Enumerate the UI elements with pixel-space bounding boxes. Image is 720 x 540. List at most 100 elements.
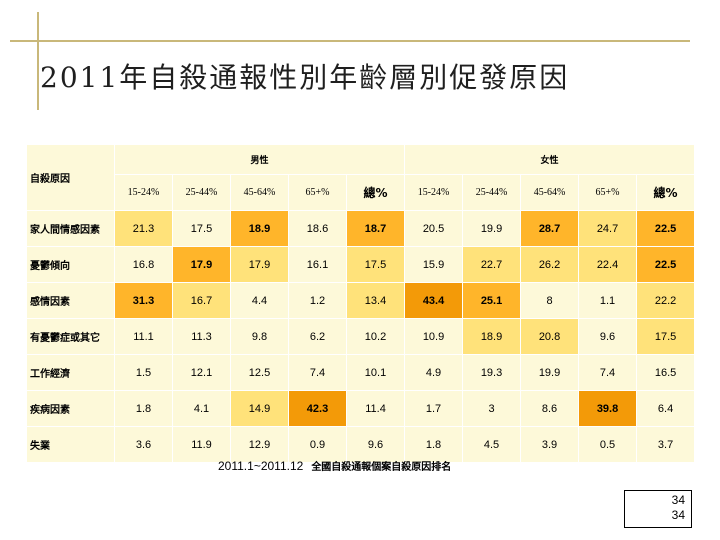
table-cell: 43.4: [404, 282, 464, 319]
footnote: 2011.1~2011.12 全國自殺通報個案自殺原因排名: [218, 458, 451, 473]
data-table: 自殺原因 男性 女性 15-24% 25-44% 45-64% 65+% 總% 15-24…: [26, 144, 696, 463]
table-row: 失業 3.6 11.9 12.9 0.9 9.6 1.8 4.5 3.9 0.5 3.7: [26, 426, 696, 463]
table-cell: 25.1: [462, 282, 522, 319]
table-cell: 17.9: [172, 246, 231, 283]
table-cell: 12.9: [230, 426, 289, 463]
table-cell: 4.9: [404, 354, 464, 391]
table-cell: 42.3: [288, 390, 347, 427]
table-cell: 7.4: [578, 354, 638, 391]
table-cell: 18.7: [345, 210, 406, 247]
column-header: 15-24%: [114, 174, 173, 211]
table-cell: 3.6: [114, 426, 173, 463]
table-cell: 11.3: [172, 318, 231, 355]
table-row: 憂鬱傾向 16.8 17.9 17.9 16.1 17.5 15.9 22.7 26.2 22.4…: [26, 246, 696, 283]
table-cell: 1.8: [114, 390, 173, 427]
table-cell: 17.9: [230, 246, 289, 283]
table-cell: 11.1: [114, 318, 173, 355]
table-cell: 12.1: [172, 354, 231, 391]
table-cell: 31.3: [114, 282, 173, 319]
table-row: 有憂鬱症或其它 11.1 11.3 9.8 6.2 10.2 10.9 18.9 20.8 9.6…: [26, 318, 696, 355]
table-cell: 22.5: [636, 246, 696, 283]
table-cell: 0.9: [288, 426, 347, 463]
table-cell: 3: [462, 390, 522, 427]
column-header: 15-24%: [404, 174, 464, 211]
page-number-repeat: 34: [671, 508, 685, 522]
table-cell: 24.7: [578, 210, 638, 247]
page-number: 34: [671, 493, 685, 507]
column-header: 45-64%: [230, 174, 289, 211]
corner-label: 自殺原因: [26, 144, 115, 211]
column-header: 總%: [345, 174, 406, 211]
table-cell: 16.1: [288, 246, 347, 283]
table-cell: 1.8: [404, 426, 464, 463]
table-cell: 26.2: [520, 246, 580, 283]
table-cell: 6.2: [288, 318, 347, 355]
table-cell: 22.7: [462, 246, 522, 283]
column-header: 總%: [636, 174, 696, 211]
table-cell: 4.4: [230, 282, 289, 319]
column-header: 25-44%: [172, 174, 231, 211]
table-cell: 18.9: [462, 318, 522, 355]
table-cell: 18.6: [288, 210, 347, 247]
decorative-vertical-line: [37, 12, 39, 110]
row-label: 憂鬱傾向: [26, 246, 115, 283]
table-cell: 14.9: [230, 390, 289, 427]
table-cell: 19.9: [462, 210, 522, 247]
table-row: 疾病因素 1.8 4.1 14.9 42.3 11.4 1.7 3 8.6 39.8 6.4: [26, 390, 696, 427]
table-body: 家人間情感因素 21.3 17.5 18.9 18.6 18.7 20.5 19.9 28.7 2…: [26, 210, 696, 463]
table-cell: 11.4: [345, 390, 406, 427]
table-cell: 12.5: [230, 354, 289, 391]
table-cell: 39.8: [578, 390, 638, 427]
table-cell: 22.5: [636, 210, 696, 247]
decorative-horizontal-line: [10, 40, 690, 42]
table-cell: 10.1: [345, 354, 406, 391]
table-cell: 19.3: [462, 354, 522, 391]
table-cell: 9.6: [578, 318, 638, 355]
table-cell: 16.7: [172, 282, 231, 319]
table-cell: 0.5: [578, 426, 638, 463]
table-row: 感情因素 31.3 16.7 4.4 1.2 13.4 43.4 25.1 8 1.1 22.2: [26, 282, 696, 319]
group-female-header: 女性: [404, 144, 696, 175]
table-cell: 3.7: [636, 426, 696, 463]
table-cell: 6.4: [636, 390, 696, 427]
column-header-row: 15-24% 25-44% 45-64% 65+% 總% 15-24% 25-44% 45-6…: [27, 174, 696, 211]
table-cell: 16.8: [114, 246, 173, 283]
table-cell: 17.5: [636, 318, 696, 355]
table-cell: 3.9: [520, 426, 580, 463]
row-label: 有憂鬱症或其它: [26, 318, 115, 355]
table-cell: 13.4: [345, 282, 406, 319]
table-cell: 18.9: [230, 210, 289, 247]
table-row: 家人間情感因素 21.3 17.5 18.9 18.6 18.7 20.5 19.9 28.7 2…: [26, 210, 696, 247]
table-cell: 9.6: [345, 426, 406, 463]
column-header: 65+%: [288, 174, 347, 211]
column-header: 65+%: [578, 174, 638, 211]
table-cell: 22.2: [636, 282, 696, 319]
row-label: 工作經濟: [26, 354, 115, 391]
table-cell: 15.9: [404, 246, 464, 283]
column-header: 25-44%: [462, 174, 522, 211]
table-cell: 16.5: [636, 354, 696, 391]
table-row: 工作經濟 1.5 12.1 12.5 7.4 10.1 4.9 19.3 19.9 7.4 16.5: [26, 354, 696, 391]
table-cell: 22.4: [578, 246, 638, 283]
table-cell: 10.9: [404, 318, 464, 355]
table-cell: 20.5: [404, 210, 464, 247]
table-cell: 19.9: [520, 354, 580, 391]
table-cell: 17.5: [172, 210, 231, 247]
column-header: 45-64%: [520, 174, 580, 211]
row-label: 感情因素: [26, 282, 115, 319]
row-label: 家人間情感因素: [26, 210, 115, 247]
table-cell: 10.2: [345, 318, 406, 355]
table-cell: 8: [520, 282, 580, 319]
table-cell: 11.9: [172, 426, 231, 463]
table-cell: 21.3: [114, 210, 173, 247]
table-cell: 17.5: [345, 246, 406, 283]
table-cell: 4.1: [172, 390, 231, 427]
table-cell: 7.4: [288, 354, 347, 391]
table-cell: 1.1: [578, 282, 638, 319]
table-cell: 1.5: [114, 354, 173, 391]
table-cell: 20.8: [520, 318, 580, 355]
footnote-text: 全國自殺通報個案自殺原因排名: [311, 462, 452, 473]
group-male-header: 男性: [113, 144, 406, 175]
table-cell: 28.7: [520, 210, 580, 247]
slide-title: 2011年自殺通報性別年齡層別促發原因: [40, 61, 570, 94]
